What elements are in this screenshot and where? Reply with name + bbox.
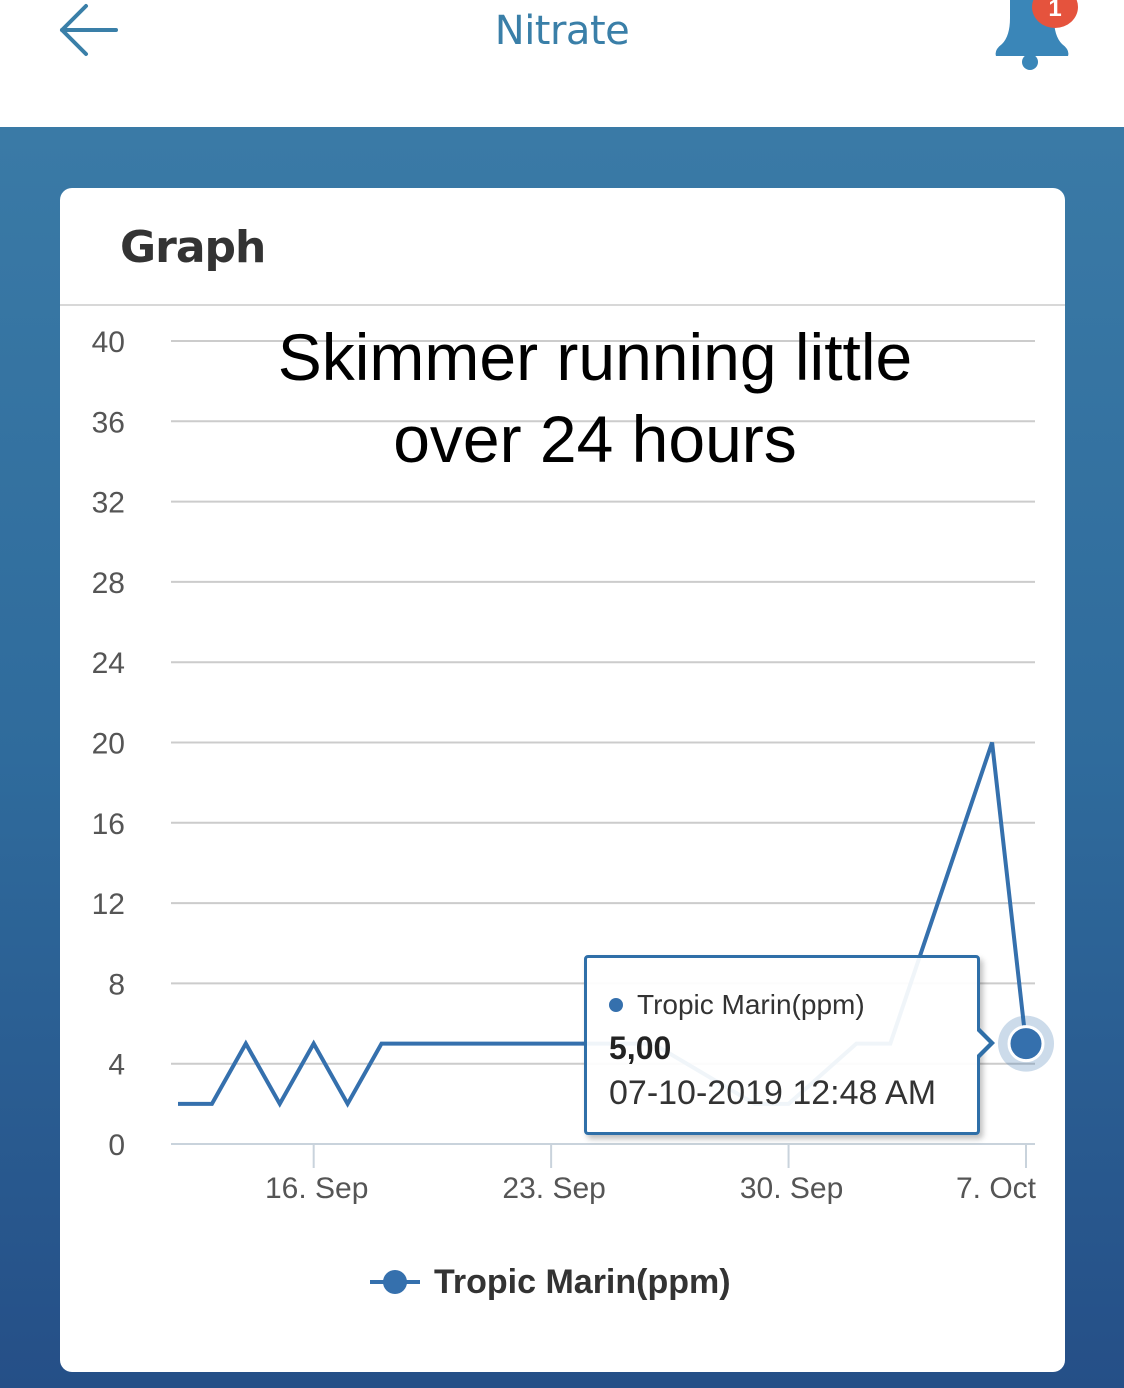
chart-annotation: Skimmer running little over 24 hours	[180, 316, 1010, 480]
arrow-left-icon	[60, 4, 118, 56]
back-button[interactable]	[52, 0, 124, 64]
y-tick-label: 20	[92, 728, 125, 761]
tooltip-value: 5,00	[609, 1030, 672, 1066]
data-tooltip: Tropic Marin(ppm) 5,00 07-10-2019 12:48 …	[584, 955, 980, 1135]
annotation-line-1: Skimmer running little	[277, 320, 913, 394]
chart-legend[interactable]: Tropic Marin(ppm)	[370, 1260, 731, 1304]
page-title: Nitrate	[494, 8, 630, 54]
y-tick-label: 12	[92, 888, 125, 921]
y-tick-label: 16	[92, 808, 125, 841]
tooltip-date: 07-10-2019 12:48 AM	[609, 1074, 937, 1112]
notification-badge: 1	[1032, 0, 1078, 28]
graph-card: Graph 0 4 8 12 16 20 24 28 32 36 40 16. Sep 23. Sep 3…	[60, 188, 1065, 1372]
annotation-line-2: over 24 hours	[393, 402, 797, 476]
card-divider	[60, 304, 1065, 306]
data-point	[1007, 1025, 1045, 1063]
card-title: Graph	[120, 222, 266, 273]
tooltip-arrow-inner	[974, 1028, 989, 1058]
y-tick-label: 24	[92, 647, 125, 680]
y-tick-label: 40	[92, 326, 125, 359]
legend-label: Tropic Marin(ppm)	[434, 1262, 731, 1301]
y-tick-label: 0	[108, 1129, 125, 1162]
tooltip-series-label: Tropic Marin(ppm)	[637, 989, 865, 1020]
nitrate-chart[interactable]: 0 4 8 12 16 20 24 28 32 36 40 16. Sep 23. Sep 30. Sep…	[60, 188, 1065, 1372]
y-tick-label: 32	[92, 487, 125, 520]
y-tick-label: 28	[92, 567, 125, 600]
x-tick-label: 23. Sep	[502, 1172, 605, 1205]
y-tick-label: 8	[108, 968, 125, 1001]
y-tick-label: 36	[92, 406, 125, 439]
top-bar: Nitrate 1	[0, 0, 1124, 127]
x-tick-label: 16. Sep	[265, 1172, 368, 1205]
legend-series-icon	[370, 1267, 420, 1297]
series-dot-icon	[609, 998, 623, 1012]
tooltip-series: Tropic Marin(ppm)	[609, 988, 977, 1022]
x-tick-label: 7. Oct	[956, 1172, 1037, 1205]
y-tick-label: 4	[108, 1049, 125, 1082]
x-tick-label: 30. Sep	[740, 1172, 843, 1205]
